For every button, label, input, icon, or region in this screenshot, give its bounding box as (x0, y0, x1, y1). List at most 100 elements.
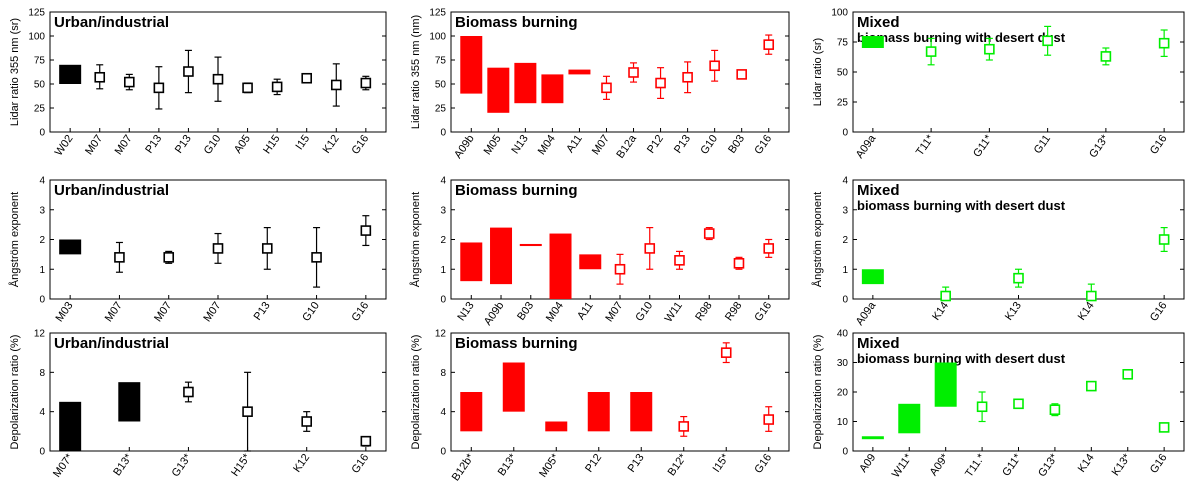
y-tick-label: 3 (440, 205, 446, 216)
data-point-marker (1158, 37, 1170, 49)
y-tick-label: 3 (842, 205, 848, 216)
category-label: B03 (726, 133, 747, 156)
category-label: G10 (202, 133, 224, 157)
category-label: A09a (854, 132, 879, 161)
y-axis-label: Ångström exponent (409, 192, 422, 287)
category-label: G16 (350, 300, 372, 324)
y-tick-label: 30 (837, 358, 849, 369)
y-axis-label: Lidar ratio 355 nm (nm) (410, 15, 422, 129)
y-axis-label: Ångström exponent (8, 192, 21, 287)
category-label: W11 (663, 300, 685, 325)
data-point-marker (1158, 422, 1170, 433)
category-label: I15* (711, 451, 732, 475)
plot-frame (450, 11, 790, 133)
panel-biomass-depol: Biomass burning 0 4 8 12 Depolarization ratio… (410, 329, 790, 483)
y-tick-label: 25 (435, 104, 447, 115)
category-label: G10 (633, 300, 655, 324)
data-point-marker (360, 225, 372, 236)
category-label: K13* (1110, 451, 1134, 478)
range-bar (898, 403, 921, 434)
data-point-marker (1086, 290, 1097, 302)
y-tick-label: 0 (842, 128, 848, 139)
panel-urban-angstrom: Urban/industrial 0 1 2 3 4 Ångström exponent M0… (8, 176, 387, 324)
category-label: K13 (1003, 300, 1024, 323)
range-bar (861, 436, 884, 440)
range-bar (549, 233, 572, 299)
data-point-marker (212, 243, 224, 254)
range-bar (514, 62, 537, 104)
y-tick-label: 4 (39, 407, 45, 418)
data-point-marker (123, 76, 135, 88)
y-tick-label: 75 (435, 56, 447, 67)
y-tick-label: 50 (435, 80, 447, 91)
category-label: B03 (515, 300, 536, 323)
category-label: K14 (1076, 452, 1097, 475)
y-tick-label: 1 (842, 265, 848, 276)
category-label: G16 (752, 133, 774, 157)
data-point-marker (984, 43, 995, 55)
y-axis-label: Depolarization ratio (%) (410, 335, 422, 450)
panel-subtitle: biomass burning with desert dust (857, 351, 1066, 366)
category-label: P12 (645, 133, 666, 156)
y-tick-label: 0 (842, 447, 848, 458)
panel-title: Biomass burning (455, 182, 578, 199)
range-bar (579, 254, 602, 270)
category-label: M07 (603, 300, 625, 324)
y-tick-label: 1 (39, 265, 45, 276)
panel-subtitle: biomass burning with desert dust (857, 30, 1066, 45)
data-point-marker (763, 243, 775, 254)
category-label: G13* (170, 451, 195, 479)
y-tick-label: 0 (842, 295, 848, 306)
range-bar (545, 421, 568, 432)
range-bar (861, 269, 884, 285)
data-point-marker (360, 77, 372, 89)
y-tick-label: 2 (440, 235, 446, 246)
data-point-marker (925, 46, 937, 57)
data-point-marker (183, 386, 194, 398)
category-label: B12b* (450, 451, 477, 483)
y-tick-label: 3 (39, 205, 45, 216)
range-bar (460, 36, 483, 94)
category-label: G11* (971, 132, 995, 159)
range-bar (541, 74, 564, 104)
category-label: G16 (1148, 133, 1170, 157)
y-tick-label: 4 (440, 176, 446, 187)
panel-title: Mixed (857, 14, 900, 31)
category-label: B12a (614, 132, 639, 161)
category-label: M07 (152, 300, 174, 324)
data-point-marker (163, 252, 175, 263)
data-point-marker (94, 71, 106, 83)
panel-urban-lidar: Urban/industrial 0 25 50 75 100 125 Lidar ratio… (9, 8, 387, 158)
range-bar (118, 382, 141, 422)
y-tick-label: 12 (435, 329, 447, 340)
data-point-marker (1122, 368, 1134, 380)
category-label: M07* (51, 451, 76, 480)
category-label: G11* (1000, 451, 1024, 478)
data-point-marker (628, 67, 639, 78)
data-point-marker (733, 257, 745, 269)
category-label: B12* (666, 451, 690, 478)
category-label: K14 (930, 300, 951, 323)
y-tick-label: 125 (429, 8, 446, 19)
category-label: G16 (752, 452, 774, 476)
data-point-marker (940, 290, 951, 302)
category-label: M03 (54, 300, 76, 324)
category-label: A09* (928, 451, 952, 478)
y-tick-label: 2 (842, 235, 848, 246)
panel-title: Mixed (857, 182, 900, 199)
category-label: G16 (1148, 300, 1170, 324)
data-point-marker (301, 72, 313, 84)
y-tick-label: 1 (440, 265, 446, 276)
category-label: A11 (575, 300, 596, 322)
y-tick-label: 12 (34, 329, 46, 340)
data-point-marker (674, 255, 685, 266)
y-tick-label: 75 (34, 56, 46, 67)
range-bar (490, 227, 513, 285)
y-tick-label: 50 (34, 80, 46, 91)
category-label: H15* (229, 451, 253, 479)
y-axis-label: Lidar ratio 355 nm (sr) (9, 18, 21, 126)
data-point-marker (682, 71, 693, 83)
y-tick-label: 4 (440, 407, 446, 418)
y-tick-label: 100 (831, 8, 848, 19)
